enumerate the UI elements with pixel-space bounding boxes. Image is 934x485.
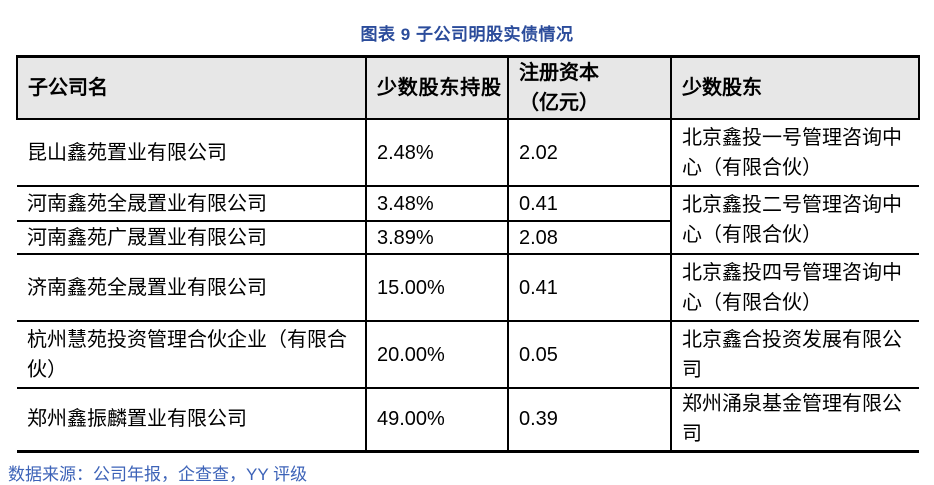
table-title: 图表 9 子公司明股实债情况	[360, 25, 574, 44]
cell-registered-capital: 0.41	[507, 254, 671, 322]
table-header-row: 子公司名 少数股东持股 注册资本 （亿元） 少数股东	[16, 55, 920, 120]
cell-registered-capital: 0.41	[507, 186, 671, 222]
cell-registered-capital: 0.39	[507, 388, 671, 453]
subsidiary-table: 子公司名 少数股东持股 注册资本 （亿元） 少数股东 昆山鑫苑置业有限公司 2.…	[16, 55, 920, 453]
header-registered-capital: 注册资本 （亿元）	[507, 55, 671, 120]
table-row: 河南鑫苑全晟置业有限公司 3.48% 0.41 北京鑫投二号管理咨询中 心（有限…	[17, 186, 919, 255]
cell-registered-capital: 2.08	[507, 221, 671, 255]
cell-minority-shareholder: 北京鑫投四号管理咨询中 心（有限合伙）	[670, 254, 919, 322]
cell-minority-shareholder: 郑州涌泉基金管理有限公 司	[670, 388, 919, 453]
header-subsidiary-name: 子公司名	[16, 55, 366, 120]
header-minority-shareholder: 少数股东	[670, 55, 920, 120]
cell-subsidiary-name: 昆山鑫苑置业有限公司	[17, 119, 366, 187]
cell-minority-shareholder-merged: 北京鑫投二号管理咨询中 心（有限合伙）	[670, 186, 919, 255]
cell-minority-share: 3.48%	[365, 186, 508, 222]
cell-minority-share: 3.89%	[365, 221, 508, 255]
table-row: 昆山鑫苑置业有限公司 2.48% 2.02 北京鑫投一号管理咨询中 心（有限合伙…	[17, 119, 919, 187]
cell-subsidiary-name: 河南鑫苑广晟置业有限公司	[17, 221, 366, 255]
header-minority-share: 少数股东持股	[365, 55, 508, 120]
data-source-note: 数据来源：公司年报，企查查，YY 评级	[8, 464, 308, 484]
cell-registered-capital: 2.02	[507, 119, 671, 187]
cell-minority-share: 15.00%	[365, 254, 508, 322]
table-row: 济南鑫苑全晟置业有限公司 15.00% 0.41 北京鑫投四号管理咨询中 心（有…	[17, 254, 919, 322]
cell-minority-shareholder: 北京鑫投一号管理咨询中 心（有限合伙）	[670, 119, 919, 187]
table-row: 杭州慧苑投资管理合伙企业（有限合 伙） 20.00% 0.05 北京鑫合投资发展…	[17, 321, 919, 389]
cell-minority-share: 2.48%	[365, 119, 508, 187]
cell-subsidiary-name: 郑州鑫振麟置业有限公司	[17, 388, 366, 453]
table-row: 郑州鑫振麟置业有限公司 49.00% 0.39 郑州涌泉基金管理有限公 司	[17, 388, 919, 453]
cell-registered-capital: 0.05	[507, 321, 671, 389]
table-row: 河南鑫苑广晟置业有限公司 3.89% 2.08	[17, 221, 919, 255]
cell-minority-shareholder: 北京鑫合投资发展有限公 司	[670, 321, 919, 389]
cell-minority-share: 20.00%	[365, 321, 508, 389]
cell-subsidiary-name: 济南鑫苑全晟置业有限公司	[17, 254, 366, 322]
cell-minority-share: 49.00%	[365, 388, 508, 453]
cell-subsidiary-name: 杭州慧苑投资管理合伙企业（有限合 伙）	[17, 321, 366, 389]
cell-subsidiary-name: 河南鑫苑全晟置业有限公司	[17, 186, 366, 222]
